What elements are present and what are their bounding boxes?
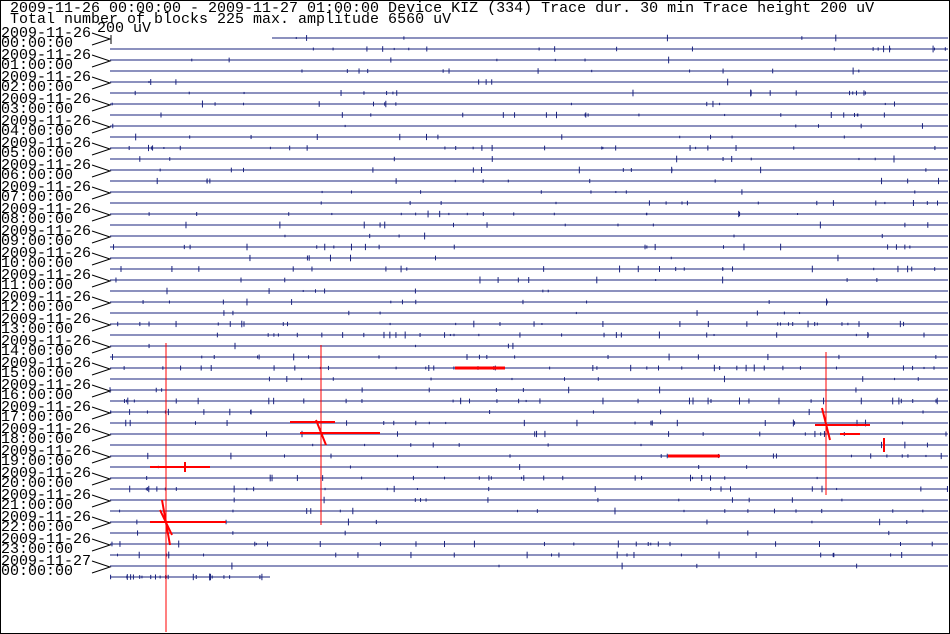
row-date: 2009-11-26: [1, 113, 91, 130]
row-time: 22:00:00: [1, 519, 73, 536]
row-date: 2009-11-26: [1, 201, 91, 218]
row-date: 2009-11-26: [1, 157, 91, 174]
row-date: 2009-11-26: [1, 25, 91, 42]
row-time: 15:00:00: [1, 365, 73, 382]
row-time: 06:00:00: [1, 167, 73, 184]
row-arrow: [91, 362, 112, 376]
row-arrow: [91, 54, 112, 68]
row-date: 2009-11-26: [1, 135, 91, 152]
row-time: 17:00:00: [1, 409, 73, 426]
row-date: 2009-11-26: [1, 487, 91, 504]
row-time: 08:00:00: [1, 211, 73, 228]
row-date: 2009-11-26: [1, 91, 91, 108]
row-arrow: [91, 76, 112, 90]
row-date: 2009-11-26: [1, 179, 91, 196]
row-date: 2009-11-26: [1, 47, 91, 64]
row-time: 12:00:00: [1, 299, 73, 316]
row-date: 2009-11-26: [1, 245, 91, 262]
row-date: 2009-11-26: [1, 311, 91, 328]
row-date: 2009-11-26: [1, 289, 91, 306]
row-arrow: [91, 274, 112, 288]
row-arrow: [91, 164, 112, 178]
header-line: 2009-11-26 00:00:00 - 2009-11-27 01:00:0…: [10, 0, 874, 17]
row-time: 10:00:00: [1, 255, 73, 272]
header-line: Total number of blocks 225 max. amplitud…: [10, 11, 451, 28]
row-date: 2009-11-26: [1, 443, 91, 460]
traces: [109, 34, 948, 581]
row-time: 14:00:00: [1, 343, 73, 360]
row-arrow: [91, 406, 112, 420]
row-arrow: [91, 340, 112, 354]
row-time: 00:00:00: [1, 35, 73, 52]
row-date: 2009-11-26: [1, 223, 91, 240]
row-time: 19:00:00: [1, 453, 73, 470]
events: [150, 343, 885, 632]
scale-label: 200 uV: [97, 20, 151, 37]
row-time: 05:00:00: [1, 145, 73, 162]
row-arrow: [91, 472, 112, 486]
row-arrow: [91, 538, 112, 552]
row-date: 2009-11-26: [1, 377, 91, 394]
row-arrow: [91, 186, 112, 200]
row-date: 2009-11-26: [1, 531, 91, 548]
row-arrow: [91, 120, 112, 134]
row-time: 00:00:00: [1, 563, 73, 580]
row-arrow: [91, 32, 112, 46]
row-date: 2009-11-26: [1, 509, 91, 526]
row-date: 2009-11-26: [1, 355, 91, 372]
row-time: 20:00:00: [1, 475, 73, 492]
row-date: 2009-11-26: [1, 69, 91, 86]
row-date: 2009-11-26: [1, 465, 91, 482]
row-arrow: [91, 428, 112, 442]
row-arrow: [91, 450, 112, 464]
row-time: 23:00:00: [1, 541, 73, 558]
row-time: 09:00:00: [1, 233, 73, 250]
row-time: 13:00:00: [1, 321, 73, 338]
row-date: 2009-11-26: [1, 267, 91, 284]
row-arrow: [91, 230, 112, 244]
row-time: 11:00:00: [1, 277, 73, 294]
row-time: 18:00:00: [1, 431, 73, 448]
row-time: 01:00:00: [1, 57, 73, 74]
row-date: 2009-11-26: [1, 333, 91, 350]
row-date: 2009-11-27: [1, 553, 91, 570]
row-arrow: [91, 318, 112, 332]
row-time: 21:00:00: [1, 497, 73, 514]
row-arrow: [91, 384, 112, 398]
row-date: 2009-11-26: [1, 399, 91, 416]
row-time: 16:00:00: [1, 387, 73, 404]
row-arrow: [91, 296, 112, 310]
row-arrow: [91, 516, 112, 530]
row-arrow: [91, 98, 112, 112]
row-arrow: [91, 208, 112, 222]
row-time: 04:00:00: [1, 123, 73, 140]
row-arrow: [91, 494, 112, 508]
row-time: 03:00:00: [1, 101, 73, 118]
row-time: 07:00:00: [1, 189, 73, 206]
row-arrow: [91, 560, 112, 574]
row-arrow: [91, 252, 112, 266]
row-date: 2009-11-26: [1, 421, 91, 438]
row-time: 02:00:00: [1, 79, 73, 96]
row-arrow: [91, 142, 112, 156]
